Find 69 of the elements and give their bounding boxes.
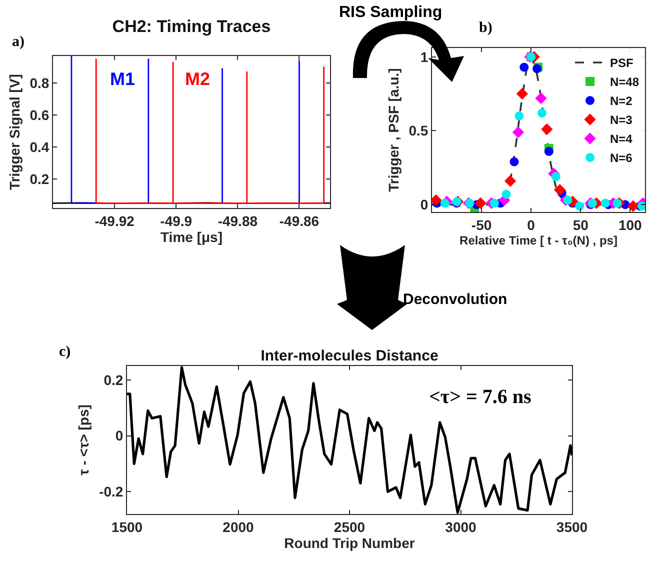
text: Deconvolution (403, 291, 508, 308)
x-axis-title: Relative Time [ t - τ₀(N) , ps] (460, 234, 618, 248)
x-tick-label: 3500 (556, 518, 588, 535)
y-tick-label: 0.5 (408, 122, 428, 139)
y-tick-label: 0.4 (30, 139, 50, 156)
line-series (127, 366, 572, 514)
x-tick-label: 100 (618, 216, 642, 233)
x-axis-title: Round Trip Number (284, 535, 416, 552)
point (440, 198, 450, 208)
point (474, 197, 486, 209)
x-tick-label: 2000 (222, 518, 254, 535)
x-tick-label: 0 (527, 216, 536, 233)
legend-label: N=4 (610, 132, 633, 146)
legend-label: N=3 (610, 113, 633, 128)
y-tick-label: 0 (420, 196, 428, 213)
point (612, 198, 622, 208)
point (504, 175, 516, 187)
series-label: M1 (110, 69, 136, 89)
point (520, 62, 529, 72)
point (535, 92, 547, 104)
point (512, 126, 524, 138)
x-axis-title: Time [μs] (160, 229, 222, 246)
x-tick-label: 50 (572, 216, 589, 233)
point (544, 146, 554, 156)
x-tick-label: -49.86 (279, 212, 320, 229)
point (600, 198, 610, 208)
annotation: <τ> = 7.6 ns (429, 386, 532, 408)
point (490, 198, 499, 208)
text: a) (12, 34, 24, 50)
text: RIS Sampling (339, 4, 442, 21)
point (627, 200, 639, 212)
legend-label: N=2 (610, 94, 633, 108)
point (537, 108, 546, 118)
point (541, 123, 553, 136)
y-tick-label: 0 (115, 428, 124, 444)
point (465, 198, 474, 208)
text: c) (59, 344, 71, 360)
line-series (95, 58, 325, 204)
series-label: M2 (185, 69, 210, 89)
x-tick-label: 1500 (111, 518, 143, 535)
y-tick-label: 0.8 (30, 75, 50, 92)
y-tick-label: -0.2 (99, 484, 124, 500)
point (575, 202, 584, 211)
text: b) (479, 20, 492, 36)
x-tick-label: -49.9 (160, 212, 192, 229)
x-tick-label: -50 (471, 216, 492, 233)
legend-label: PSF (610, 56, 634, 70)
x-tick-label: 2500 (334, 518, 366, 535)
point (502, 190, 511, 199)
y-axis-title: Trigger , PSF [a.u.] (385, 68, 402, 192)
point (554, 184, 566, 196)
x-tick-label: -49.92 (94, 212, 135, 229)
point (551, 172, 560, 182)
y-tick-label: 0.2 (104, 372, 124, 388)
x-tick-label: -49.88 (218, 212, 258, 229)
y-tick-label: 0.2 (30, 171, 50, 188)
legend-label: N=48 (610, 75, 640, 90)
chart-title: CH2: Timing Traces (112, 16, 271, 36)
chart-title: Inter-molecules Distance (260, 347, 438, 364)
x-tick-label: 3000 (445, 518, 477, 535)
point (563, 196, 572, 205)
point (516, 88, 528, 100)
point (510, 157, 519, 166)
legend-label: N=6 (610, 151, 633, 166)
y-tick-label: 0.6 (30, 107, 50, 124)
y-axis-title: τ - <τ> [ps] (76, 404, 92, 476)
point (514, 111, 524, 120)
y-axis-title: Trigger Signal [V] (6, 74, 22, 190)
y-tick-label: 1 (420, 48, 428, 65)
